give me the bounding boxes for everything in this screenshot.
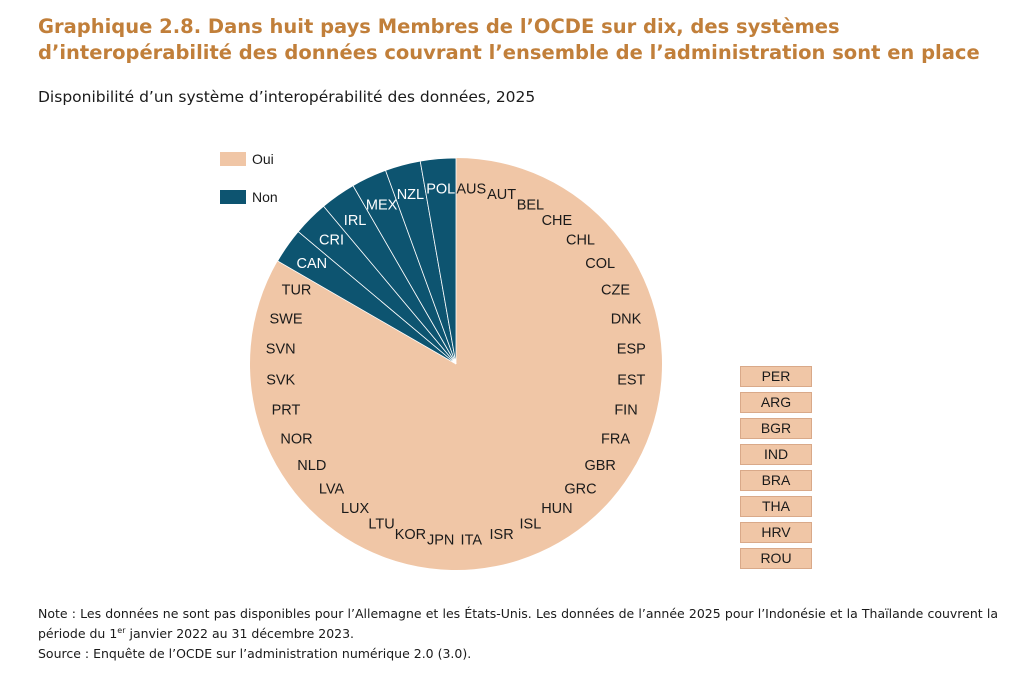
pie-label-aut: AUT xyxy=(487,187,516,203)
notes: Note : Les données ne sont pas disponibl… xyxy=(38,604,998,664)
non-member-item: BGR xyxy=(740,418,812,439)
pie-label-col: COL xyxy=(585,256,615,272)
chart-title: Graphique 2.8. Dans huit pays Membres de… xyxy=(38,15,980,64)
non-member-item: ARG xyxy=(740,392,812,413)
pie-label-lux: LUX xyxy=(341,501,370,517)
pie-label-svn: SVN xyxy=(266,342,296,358)
pie-label-chl: CHL xyxy=(566,233,595,249)
pie-label-aus: AUS xyxy=(456,182,486,198)
pie-label-prt: PRT xyxy=(272,403,301,419)
pie-label-isr: ISR xyxy=(490,527,514,543)
pie-label-nzl: NZL xyxy=(397,187,424,203)
note-part-b: janvier 2022 au 31 décembre 2023. xyxy=(125,626,355,641)
pie-label-dnk: DNK xyxy=(611,311,642,327)
pie-label-ita: ITA xyxy=(461,532,483,548)
pie-label-grc: GRC xyxy=(564,482,596,498)
pie-label-ltu: LTU xyxy=(368,517,394,533)
pie-label-fin: FIN xyxy=(614,403,637,419)
pie-label-nor: NOR xyxy=(280,431,312,447)
legend-swatch-non xyxy=(220,190,246,204)
pie-label-lva: LVA xyxy=(319,482,345,498)
pie-label-est: EST xyxy=(617,372,645,388)
note-superscript: er xyxy=(117,625,126,635)
pie-slice-pol xyxy=(419,157,457,365)
source-text: Source : Enquête de l’OCDE sur l’adminis… xyxy=(38,646,472,661)
pie-label-jpn: JPN xyxy=(427,532,454,548)
pie-label-hun: HUN xyxy=(541,501,572,517)
pie-label-swe: SWE xyxy=(269,311,302,327)
non-member-item: PER xyxy=(740,366,812,387)
pie-label-fra: FRA xyxy=(601,431,630,447)
non-member-item: HRV xyxy=(740,522,812,543)
chart-subtitle: Disponibilité d’un système d’interopérab… xyxy=(38,88,536,106)
pie-label-svk: SVK xyxy=(266,372,295,388)
pie-label-nld: NLD xyxy=(297,458,326,474)
pie-label-esp: ESP xyxy=(617,342,646,358)
legend-swatch-oui xyxy=(220,152,246,166)
pie-label-che: CHE xyxy=(542,213,573,229)
pie-slices xyxy=(249,157,663,570)
pie-label-tur: TUR xyxy=(282,283,312,299)
pie-label-pol: POL xyxy=(426,182,455,198)
non-member-item: THA xyxy=(740,496,812,517)
pie-label-kor: KOR xyxy=(395,527,426,543)
legend-label-oui: Oui xyxy=(252,151,274,167)
pie-label-bel: BEL xyxy=(517,198,544,214)
pie-label-cri: CRI xyxy=(319,233,344,249)
non-member-item: ROU xyxy=(740,548,812,569)
pie-label-can: CAN xyxy=(296,256,327,272)
pie-label-isl: ISL xyxy=(520,517,542,533)
non-member-list: PER ARG BGR IND BRA THA HRV ROU xyxy=(740,366,812,574)
legend-item-non: Non xyxy=(220,189,278,205)
pie-label-irl: IRL xyxy=(344,213,367,229)
non-member-item: BRA xyxy=(740,470,812,491)
pie-label-mex: MEX xyxy=(366,198,398,214)
non-member-item: IND xyxy=(740,444,812,465)
legend-item-oui: Oui xyxy=(220,151,274,167)
pie-label-cze: CZE xyxy=(601,283,630,299)
legend-label-non: Non xyxy=(252,189,278,205)
note-text: Note : Les données ne sont pas disponibl… xyxy=(38,604,998,644)
pie-label-gbr: GBR xyxy=(584,458,615,474)
note-part-a: Note : Les données ne sont pas disponibl… xyxy=(38,606,998,641)
